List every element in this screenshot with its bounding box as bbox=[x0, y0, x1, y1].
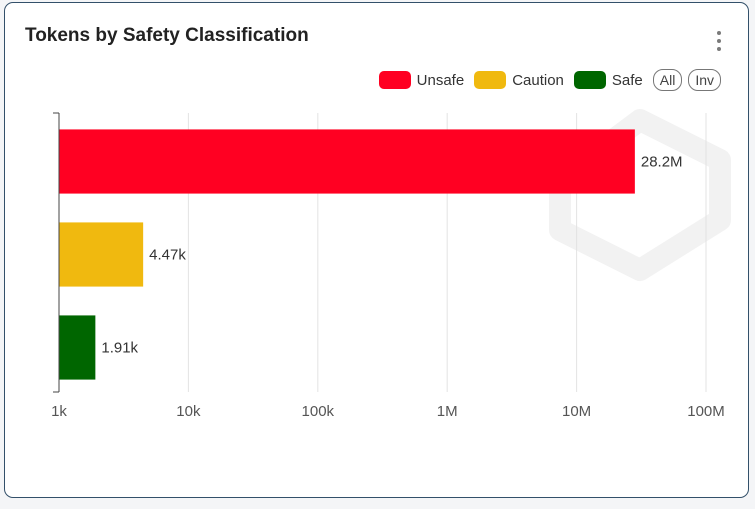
legend-label-caution: Caution bbox=[512, 71, 564, 89]
legend-label-safe: Safe bbox=[611, 71, 643, 89]
data-label-unsafe: 28.2M bbox=[641, 154, 683, 171]
bar-unsafe[interactable] bbox=[59, 129, 635, 194]
legend-invert-button[interactable]: Inv bbox=[688, 69, 721, 91]
legend-swatch-caution bbox=[474, 71, 507, 89]
legend-item-safe[interactable]: Safe bbox=[573, 71, 643, 89]
x-tick-label: 1M bbox=[437, 403, 458, 420]
chart-legend: Unsafe Caution Safe All Inv bbox=[378, 69, 721, 91]
more-vertical-icon[interactable] bbox=[711, 31, 727, 55]
legend-item-caution[interactable]: Caution bbox=[474, 71, 564, 89]
bar-safe[interactable] bbox=[59, 315, 96, 380]
shield-logo-watermark bbox=[549, 109, 731, 281]
legend-swatch-unsafe bbox=[378, 71, 411, 89]
legend-label-unsafe: Unsafe bbox=[416, 71, 465, 89]
data-label-caution: 4.47k bbox=[149, 247, 186, 264]
x-tick-label: 10k bbox=[176, 403, 201, 420]
bar-caution[interactable] bbox=[59, 222, 144, 287]
legend-item-unsafe[interactable]: Unsafe bbox=[378, 71, 465, 89]
data-label-safe: 1.91k bbox=[101, 340, 138, 357]
x-tick-label: 1k bbox=[51, 403, 67, 420]
x-tick-label: 100k bbox=[302, 403, 335, 420]
x-tick-label: 10M bbox=[562, 403, 591, 420]
legend-all-button[interactable]: All bbox=[652, 69, 683, 91]
x-tick-label: 100M bbox=[687, 403, 725, 420]
legend-swatch-safe bbox=[573, 71, 606, 89]
chart-title: Tokens by Safety Classification bbox=[25, 25, 309, 46]
